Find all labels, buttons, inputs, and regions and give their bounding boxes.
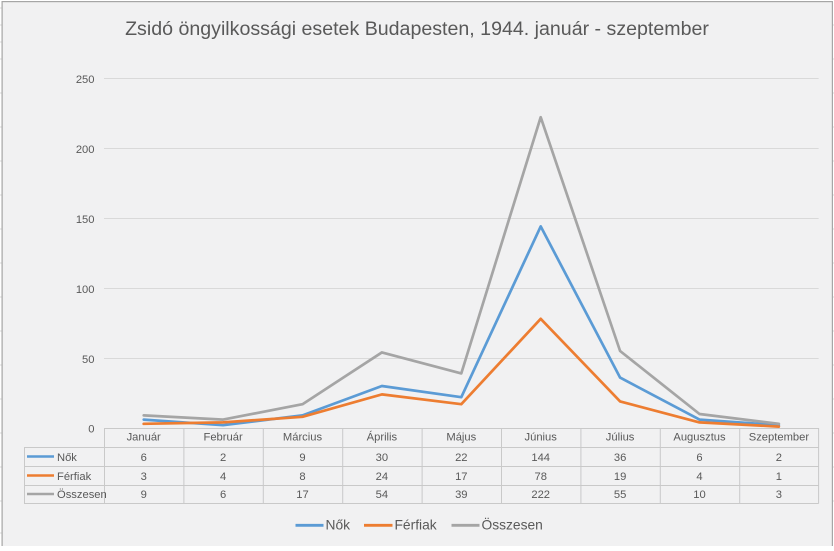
svg-text:100: 100 xyxy=(76,284,95,296)
svg-text:Április: Április xyxy=(367,431,398,444)
svg-text:Szeptember: Szeptember xyxy=(749,432,810,444)
svg-text:Május: Május xyxy=(446,432,476,444)
svg-text:Nők: Nők xyxy=(57,452,77,464)
svg-text:19: 19 xyxy=(614,471,626,483)
svg-text:10: 10 xyxy=(693,489,705,501)
svg-text:Március: Március xyxy=(283,432,323,444)
svg-text:50: 50 xyxy=(82,354,94,366)
svg-text:Összesen: Összesen xyxy=(57,489,107,501)
svg-text:250: 250 xyxy=(76,74,95,86)
svg-text:6: 6 xyxy=(220,489,226,501)
svg-text:Nők: Nők xyxy=(326,517,351,532)
svg-text:30: 30 xyxy=(376,452,388,464)
svg-text:Augusztus: Augusztus xyxy=(673,432,726,444)
svg-text:78: 78 xyxy=(534,471,546,483)
svg-text:4: 4 xyxy=(696,471,702,483)
svg-text:Július: Július xyxy=(606,432,635,444)
svg-text:Zsidó öngyilkossági esetek Bud: Zsidó öngyilkossági esetek Budapesten, 1… xyxy=(125,18,709,40)
svg-text:55: 55 xyxy=(614,489,626,501)
svg-text:Június: Június xyxy=(525,432,558,444)
svg-text:222: 222 xyxy=(531,489,550,501)
svg-text:54: 54 xyxy=(376,489,388,501)
svg-text:9: 9 xyxy=(299,452,305,464)
svg-text:Férfiak: Férfiak xyxy=(395,517,437,532)
svg-text:4: 4 xyxy=(220,471,226,483)
svg-text:6: 6 xyxy=(696,452,702,464)
svg-text:Január: Január xyxy=(127,432,161,444)
svg-text:Összesen: Összesen xyxy=(482,515,543,532)
svg-text:17: 17 xyxy=(455,471,467,483)
svg-text:0: 0 xyxy=(88,423,94,435)
svg-text:3: 3 xyxy=(776,489,782,501)
svg-text:144: 144 xyxy=(531,452,550,464)
svg-text:9: 9 xyxy=(141,489,147,501)
svg-text:8: 8 xyxy=(299,471,305,483)
svg-text:6: 6 xyxy=(141,452,147,464)
svg-text:Február: Február xyxy=(204,432,243,444)
svg-text:150: 150 xyxy=(76,214,95,226)
svg-text:1: 1 xyxy=(776,471,782,483)
svg-text:24: 24 xyxy=(376,471,388,483)
svg-text:22: 22 xyxy=(455,452,467,464)
svg-text:Férfiak: Férfiak xyxy=(57,471,92,483)
svg-text:200: 200 xyxy=(76,144,95,156)
svg-text:3: 3 xyxy=(141,471,147,483)
svg-text:39: 39 xyxy=(455,489,467,501)
svg-text:17: 17 xyxy=(296,489,308,501)
svg-text:2: 2 xyxy=(220,452,226,464)
svg-text:2: 2 xyxy=(776,452,782,464)
svg-text:36: 36 xyxy=(614,452,626,464)
